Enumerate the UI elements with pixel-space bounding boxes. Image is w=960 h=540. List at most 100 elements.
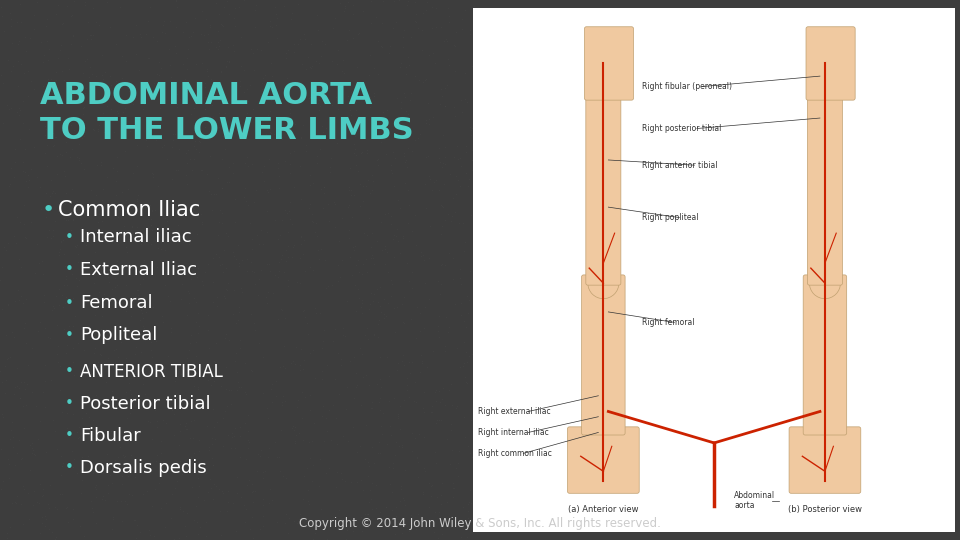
Point: [58, 299, 73, 307]
Point: [151, 182, 166, 191]
Point: [80, 35, 95, 44]
Point: [34, 512, 49, 521]
Point: [178, 522, 193, 530]
Point: [255, 73, 271, 82]
Point: [408, 10, 423, 18]
Point: [268, 392, 283, 400]
Text: TO THE LOWER LIMBS: TO THE LOWER LIMBS: [40, 116, 414, 145]
Point: [73, 489, 88, 497]
Point: [53, 245, 68, 253]
Point: [77, 89, 92, 97]
Point: [448, 464, 464, 472]
Point: [76, 329, 91, 338]
Point: [148, 337, 163, 346]
Point: [128, 93, 143, 102]
Point: [400, 144, 416, 152]
Point: [179, 418, 194, 427]
Point: [107, 434, 122, 442]
Point: [279, 208, 295, 217]
Point: [372, 302, 388, 310]
Point: [337, 332, 352, 341]
Point: [178, 421, 193, 430]
Point: [3, 15, 18, 24]
Point: [313, 145, 328, 153]
Point: [277, 364, 293, 373]
Point: [85, 125, 101, 133]
Point: [44, 75, 60, 83]
Point: [168, 376, 183, 385]
Point: [434, 163, 449, 172]
Point: [177, 236, 192, 245]
Point: [198, 83, 213, 92]
Point: [373, 138, 389, 147]
Point: [387, 231, 402, 239]
Point: [102, 23, 117, 31]
Point: [237, 518, 252, 526]
Point: [225, 310, 240, 319]
Point: [282, 197, 298, 206]
Point: [431, 186, 446, 194]
Point: [318, 124, 333, 132]
Point: [14, 158, 30, 167]
Point: [370, 285, 385, 293]
Point: [172, 505, 187, 514]
Point: [0, 455, 15, 463]
Text: •: •: [65, 429, 74, 443]
Point: [447, 112, 463, 120]
Point: [59, 293, 74, 302]
Point: [348, 106, 364, 114]
Point: [226, 41, 241, 50]
Point: [463, 448, 478, 457]
Point: [245, 487, 260, 495]
Point: [293, 88, 308, 97]
Point: [82, 368, 97, 376]
Point: [23, 165, 38, 173]
Point: [462, 352, 477, 361]
Point: [388, 153, 403, 162]
Point: [372, 397, 387, 406]
Point: [217, 109, 232, 117]
Point: [385, 235, 400, 244]
Point: [411, 24, 426, 32]
Point: [419, 153, 434, 161]
Point: [295, 121, 310, 130]
Point: [304, 476, 320, 485]
Point: [322, 406, 337, 414]
Point: [348, 129, 363, 137]
Point: [210, 37, 226, 46]
Point: [182, 434, 198, 442]
Point: [311, 482, 326, 490]
Point: [286, 47, 301, 56]
Point: [164, 490, 180, 499]
Point: [35, 492, 50, 501]
Point: [173, 457, 188, 465]
Point: [187, 14, 203, 23]
Point: [351, 28, 367, 37]
Point: [37, 377, 53, 386]
Point: [110, 109, 126, 118]
Point: [70, 258, 85, 267]
Point: [157, 364, 173, 373]
Point: [114, 74, 130, 83]
Point: [121, 83, 136, 92]
Point: [382, 49, 397, 57]
Point: [181, 239, 197, 248]
Point: [277, 314, 293, 323]
Point: [50, 357, 65, 366]
Point: [17, 319, 33, 327]
Point: [162, 61, 178, 70]
Point: [27, 450, 42, 458]
Point: [62, 201, 78, 210]
Point: [67, 241, 83, 250]
Point: [184, 204, 200, 213]
Point: [255, 467, 271, 476]
Point: [146, 532, 161, 540]
Point: [363, 18, 378, 27]
Point: [180, 44, 196, 53]
Point: [96, 92, 111, 100]
Point: [117, 104, 132, 112]
Point: [419, 6, 434, 15]
Point: [152, 58, 167, 66]
Point: [353, 303, 369, 312]
Point: [298, 312, 313, 321]
